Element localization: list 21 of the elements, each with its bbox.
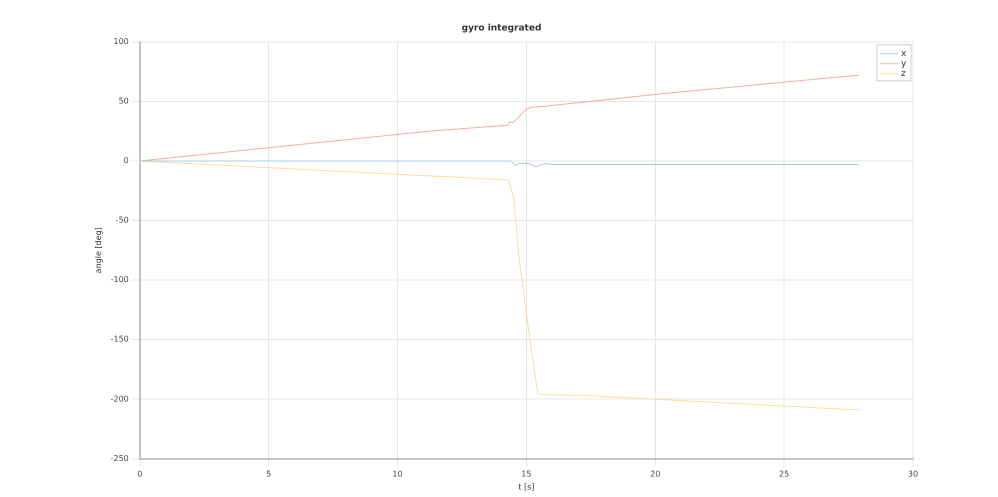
y-tick-label: 100 <box>113 36 129 46</box>
x-tick-label: 5 <box>266 470 272 479</box>
y-tick-label: 50 <box>118 96 129 106</box>
x-axis-title: t [s] <box>518 482 534 492</box>
x-tick-label: 30 <box>908 470 918 479</box>
y-tick-label: -200 <box>110 394 129 404</box>
y-tick-label: -100 <box>110 275 129 284</box>
x-tick-label: 15 <box>521 470 532 479</box>
legend-label: x <box>901 49 907 60</box>
x-tick-label: 25 <box>779 470 790 479</box>
x-tick-label: 20 <box>650 470 660 479</box>
chart-title: gyro integrated <box>462 24 542 34</box>
y-tick-label: -150 <box>110 334 129 344</box>
y-axis-title: angle [deg] <box>94 227 103 274</box>
y-tick-label: -250 <box>110 454 129 463</box>
x-tick-label: 10 <box>392 470 403 479</box>
legend-label: z <box>901 69 906 80</box>
y-tick-label: -50 <box>116 216 129 225</box>
y-tick-label: 0 <box>124 156 129 166</box>
x-tick-label: 0 <box>137 470 142 479</box>
legend-label: y <box>901 59 907 70</box>
